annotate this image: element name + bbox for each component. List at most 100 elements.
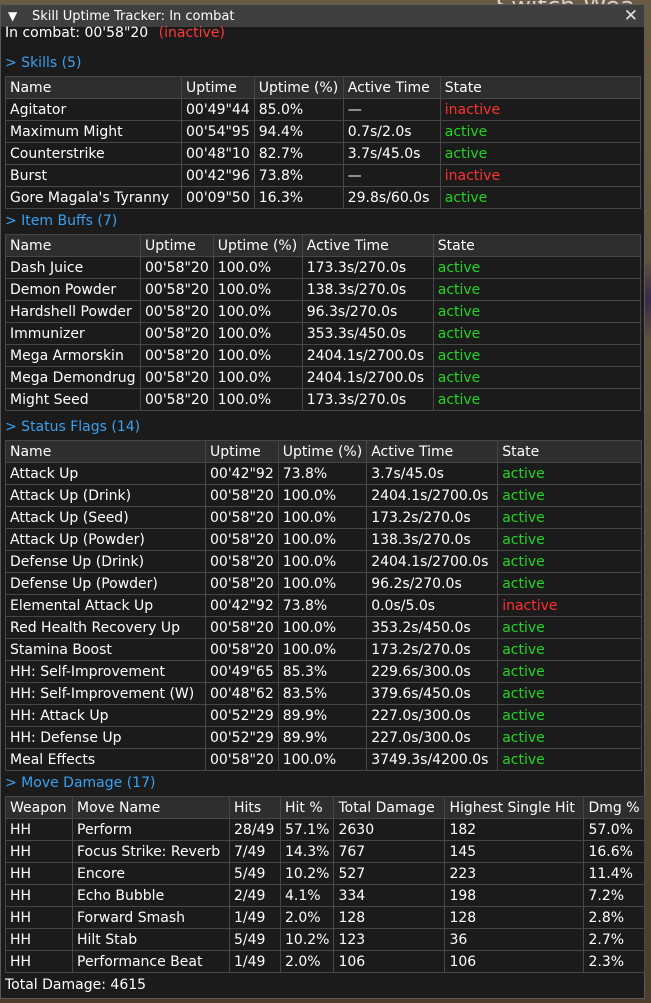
table-cell: Forward Smash [72, 906, 230, 929]
table-header-row: Name Uptime Uptime (%) Active Time State [5, 234, 641, 257]
table-cell: 00'58"20 [140, 300, 214, 323]
table-row: Dash Juice 00'58"20 100.0% 173.3s/270.0s act… [5, 256, 641, 279]
title-bar[interactable]: ▼ Skill Uptime Tracker: In combat ✕ [1, 5, 644, 27]
column-header: Name [5, 76, 182, 99]
table-cell: — [342, 164, 441, 187]
state-cell: inactive [497, 594, 643, 617]
table-cell: 73.8% [277, 594, 368, 617]
table-cell: 96.3s/270.0s [301, 300, 434, 323]
table-cell: 29.8s/60.0s [342, 186, 441, 209]
state-cell: active [497, 572, 643, 595]
table-cell: Attack Up (Seed) [5, 506, 206, 529]
column-header: Name [5, 440, 206, 463]
table-cell: 73.8% [277, 462, 368, 485]
table-cell: 00'49"65 [205, 660, 279, 683]
table-cell: 173.3s/270.0s [301, 388, 434, 411]
table-cell: 106 [444, 950, 585, 973]
state-cell: active [497, 550, 643, 573]
table-cell: 2/49 [229, 884, 281, 907]
table-cell: Attack Up (Drink) [5, 484, 206, 507]
status-flags-section-header[interactable]: > Status Flags (14) [5, 419, 141, 435]
table-cell: 00'58"20 [140, 366, 214, 389]
table-row: Demon Powder 00'58"20 100.0% 138.3s/270.0s a… [5, 278, 641, 301]
table-cell: 10.2% [279, 928, 335, 951]
table-cell: HH [5, 840, 73, 863]
table-cell: Encore [72, 862, 230, 885]
table-cell: Hardshell Powder [5, 300, 141, 323]
table-cell: 73.8% [253, 164, 344, 187]
table-cell: 334 [333, 884, 446, 907]
table-cell: 173.2s/270.0s [366, 638, 499, 661]
table-row: HH Perform 28/49 57.1% 2630 182 57.0% [5, 818, 645, 841]
table-cell: 100.0% [277, 748, 368, 771]
column-header: Active Time [301, 234, 434, 257]
table-row: Gore Magala's Tyranny 00'09"50 16.3% 29.8s/… [5, 186, 641, 209]
table-cell: 00'58"20 [140, 256, 214, 279]
table-header-row: Name Uptime Uptime (%) Active Time State [5, 76, 641, 99]
table-cell: Attack Up [5, 462, 206, 485]
table-row: HH Echo Bubble 2/49 4.1% 334 198 7.2% [5, 884, 645, 907]
table-row: HH: Attack Up 00'52"29 89.9% 227.0s/300.0s a… [5, 704, 643, 727]
total-damage-label: Total Damage: [5, 977, 106, 993]
column-header: Uptime (%) [253, 76, 344, 99]
table-cell: 28/49 [229, 818, 281, 841]
table-cell: HH: Attack Up [5, 704, 206, 727]
table-cell: 100.0% [277, 616, 368, 639]
table-cell: 223 [444, 862, 585, 885]
table-cell: 5/49 [229, 928, 281, 951]
close-icon[interactable]: ✕ [623, 6, 638, 26]
table-cell: 57.1% [279, 818, 335, 841]
table-cell: 227.0s/300.0s [366, 704, 499, 727]
table-cell: 11.4% [583, 862, 645, 885]
state-cell: active [497, 638, 643, 661]
table-row: Elemental Attack Up 00'42"92 73.8% 0.0s/5.0… [5, 594, 643, 617]
column-header: Hits [229, 796, 281, 819]
state-cell: active [497, 506, 643, 529]
table-cell: 00'48"62 [205, 682, 279, 705]
state-cell: active [497, 660, 643, 683]
column-header: Dmg % [583, 796, 645, 819]
table-cell: 100.0% [212, 344, 303, 367]
table-cell: 4.1% [279, 884, 335, 907]
table-cell: 379.6s/450.0s [366, 682, 499, 705]
table-cell: Elemental Attack Up [5, 594, 206, 617]
column-header: Active Time [366, 440, 499, 463]
column-header: Total Damage [333, 796, 446, 819]
table-cell: 2404.1s/2700.0s [366, 484, 499, 507]
skills-section-header[interactable]: > Skills (5) [5, 55, 82, 71]
column-header: Uptime [140, 234, 214, 257]
table-cell: 00'52"29 [205, 726, 279, 749]
table-cell: 123 [333, 928, 446, 951]
table-cell: — [342, 98, 441, 121]
table-cell: 100.0% [277, 528, 368, 551]
window-title: Skill Uptime Tracker: In combat [32, 8, 235, 24]
table-cell: 00'48"10 [181, 142, 255, 165]
table-row: HH Encore 5/49 10.2% 527 223 11.4% [5, 862, 645, 885]
table-cell: 00'42"92 [205, 462, 279, 485]
table-row: Attack Up 00'42"92 73.8% 3.7s/45.0s active [5, 462, 643, 485]
table-row: Immunizer 00'58"20 100.0% 353.3s/450.0s acti… [5, 322, 641, 345]
table-cell: 182 [444, 818, 585, 841]
state-cell: inactive [439, 164, 641, 187]
state-cell: active [432, 300, 641, 323]
table-cell: 173.2s/270.0s [366, 506, 499, 529]
state-cell: active [432, 256, 641, 279]
table-cell: Mega Armorskin [5, 344, 141, 367]
collapse-triangle-icon[interactable]: ▼ [8, 9, 18, 23]
table-cell: 00'58"20 [205, 506, 279, 529]
table-cell: 00'58"20 [140, 388, 214, 411]
table-cell: 100.0% [277, 484, 368, 507]
table-cell: 100.0% [212, 366, 303, 389]
table-cell: 00'58"20 [205, 550, 279, 573]
item-buffs-section-header[interactable]: > Item Buffs (7) [5, 213, 118, 229]
table-cell: 00'58"20 [205, 638, 279, 661]
move-damage-section-header[interactable]: > Move Damage (17) [5, 775, 156, 791]
table-row: Burst 00'42"96 73.8% — inactive [5, 164, 641, 187]
table-row: Counterstrike 00'48"10 82.7% 3.7s/45.0s acti… [5, 142, 641, 165]
table-cell: 1/49 [229, 906, 281, 929]
state-cell: active [432, 278, 641, 301]
table-cell: 100.0% [277, 550, 368, 573]
table-cell: 00'58"20 [140, 344, 214, 367]
state-cell: active [432, 322, 641, 345]
status-flags-table: Name Uptime Uptime (%) Active Time State Att… [5, 440, 643, 771]
